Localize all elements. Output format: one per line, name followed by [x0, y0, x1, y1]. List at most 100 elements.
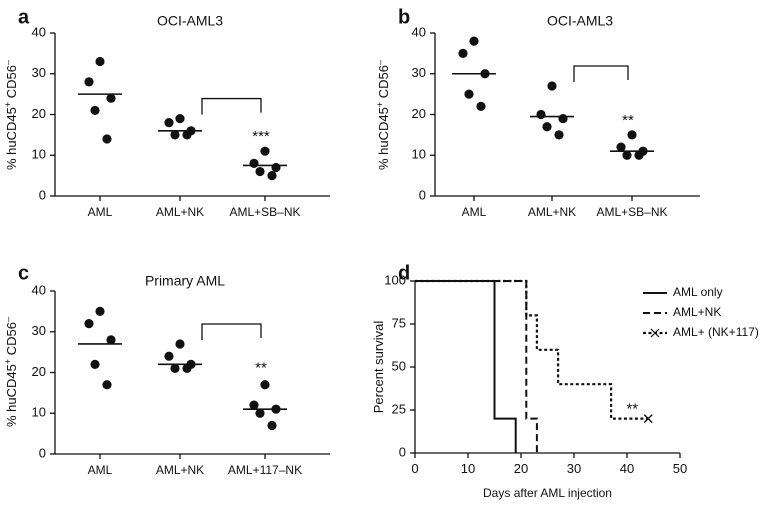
legend-entry: AML only [673, 285, 723, 299]
legend-censor-marker [650, 328, 660, 338]
data-point [634, 150, 644, 160]
y-axis-label-superscript: – [375, 60, 385, 65]
significance-stars: ** [622, 112, 634, 129]
data-point [164, 118, 174, 128]
x-tick-label: 10 [461, 461, 475, 476]
y-axis-label: % huCD45+ CD56– [3, 317, 19, 427]
legend-entry: AML+NK [673, 305, 721, 319]
y-axis-label: % huCD45+ CD56– [3, 60, 19, 170]
y-tick-label: 75 [392, 315, 406, 330]
data-point [464, 89, 474, 99]
x-tick-label: AML [462, 205, 487, 219]
y-tick-label: 20 [32, 364, 46, 379]
data-point [547, 81, 557, 91]
panel-title: OCI-AML3 [547, 13, 613, 29]
panel-b-scatter: b OCI-AML3 % huCD45+ CD56– 0 10 20 30 40 AML AML+… [375, 6, 700, 219]
y-tick-label: 40 [412, 24, 426, 39]
y-tick-label: 30 [412, 65, 426, 80]
data-point [102, 380, 112, 390]
data-point [260, 380, 270, 390]
data-point [469, 36, 479, 46]
y-tick-label: 0 [399, 444, 406, 459]
significance-bracket [201, 323, 262, 340]
data-point [260, 146, 270, 156]
y-axis-label-superscript: – [3, 60, 13, 65]
censor-marker [643, 414, 653, 424]
data-point [267, 171, 277, 181]
x-tick-label: AML [88, 463, 113, 477]
significance-stars: ** [626, 400, 638, 417]
panel-d-survival: d Percent survival Days after AML injectio… [371, 262, 759, 500]
y-tick-label: 10 [32, 147, 46, 162]
data-point [95, 56, 105, 67]
x-tick-label: AML+NK [528, 205, 576, 219]
y-tick-label: 50 [392, 358, 406, 373]
data-point [622, 150, 632, 160]
data-point [558, 113, 568, 124]
data-point [106, 93, 116, 103]
significance-stars: *** [252, 128, 270, 145]
x-tick-label: AML+NK [156, 205, 204, 219]
x-tick-label: 0 [411, 461, 418, 476]
data-point [106, 335, 116, 345]
data-point [249, 158, 259, 168]
data-point [255, 408, 265, 418]
x-tick-label: 40 [620, 461, 634, 476]
significance-bracket [201, 97, 262, 115]
y-axis-label: Percent survival [371, 321, 386, 414]
data-point [476, 101, 486, 111]
survival-line-dotted [415, 279, 649, 420]
data-point [536, 109, 546, 120]
data-point [90, 105, 100, 116]
data-point [255, 166, 265, 177]
y-tick-label: 100 [384, 272, 406, 287]
panel-label: a [18, 6, 30, 28]
significance-bracket [573, 65, 629, 82]
data-point [267, 420, 277, 431]
data-point [182, 130, 192, 140]
data-point [554, 130, 564, 140]
panel-c-scatter: c Primary AML % huCD45+ CD56– 0 10 20 30 40 AML A… [3, 262, 330, 477]
data-point [84, 319, 94, 329]
x-tick-label: AML+SB–NK [596, 205, 667, 219]
y-tick-label: 20 [412, 106, 426, 121]
y-tick-label: 25 [392, 401, 406, 416]
data-point [102, 134, 112, 144]
data-point [542, 122, 552, 132]
panel-a-scatter: a OCI-AML3 % huCD45+ CD56– 0 10 20 30 40 AML AML+… [3, 6, 330, 219]
y-axis-label-part: % huCD45 [376, 107, 391, 170]
significance-stars: ** [255, 360, 267, 377]
data-point [95, 306, 105, 316]
y-tick-label: 20 [32, 106, 46, 121]
survival-line-solid [415, 280, 517, 453]
data-point [164, 351, 174, 361]
panel-label: d [398, 262, 410, 284]
y-axis-label-part: CD56 [4, 65, 19, 102]
y-tick-label: 30 [32, 323, 46, 338]
data-point [84, 77, 94, 87]
panel-title: Primary AML [145, 273, 225, 289]
legend-entry: AML+ (NK+117) [673, 325, 759, 339]
data-point [90, 359, 100, 369]
panel-label: c [18, 262, 29, 284]
y-axis-label-part: % huCD45 [4, 364, 19, 427]
y-tick-label: 0 [39, 187, 46, 202]
x-tick-label: AML [88, 205, 113, 219]
x-tick-label: 20 [514, 461, 528, 476]
x-tick-label: 30 [567, 461, 581, 476]
y-axis-label-part: CD56 [376, 65, 391, 102]
x-tick-label: AML+SB–NK [229, 205, 300, 219]
y-tick-label: 0 [39, 445, 46, 460]
survival-line-dashed [415, 280, 538, 453]
x-tick-label: AML+117–NK [228, 463, 302, 477]
y-axis-label-part: CD56 [4, 322, 19, 359]
x-tick-label: AML+NK [156, 463, 204, 477]
y-axis-label-superscript: – [3, 317, 13, 322]
data-point [271, 162, 281, 173]
y-axis-label-superscript: + [375, 102, 385, 107]
y-axis-label-superscript: + [3, 102, 13, 107]
x-axis-label: Days after AML injection [483, 486, 612, 500]
data-point [182, 363, 192, 374]
y-tick-label: 40 [32, 24, 46, 39]
y-axis-label-part: % huCD45 [4, 107, 19, 170]
